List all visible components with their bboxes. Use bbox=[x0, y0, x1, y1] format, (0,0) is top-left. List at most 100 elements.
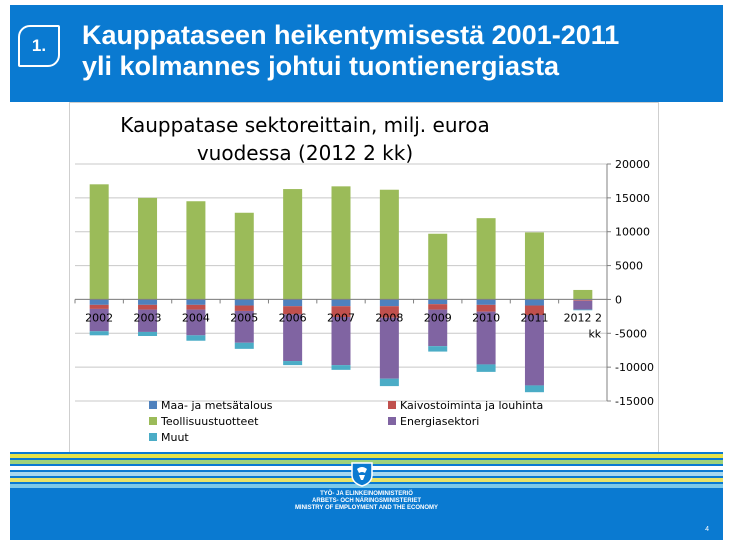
bar-segment bbox=[524, 315, 544, 386]
slide-title: Kauppataseen heikentymisestä 2001-2011 y… bbox=[82, 20, 619, 82]
legend-label: Energiasektori bbox=[400, 415, 479, 428]
bar-segment bbox=[476, 218, 496, 300]
slide-number-badge: 1. bbox=[18, 25, 60, 67]
chart-plot: 20000 15000 10000 5000 0 -5000 -10000 -15000 200… bbox=[74, 158, 654, 444]
bar-segment bbox=[476, 364, 496, 372]
bar-segment bbox=[331, 299, 351, 307]
legend-label: Kaivostoiminta ja louhinta bbox=[400, 399, 543, 412]
y-tick-label: 0 bbox=[615, 293, 622, 306]
bar-segment bbox=[89, 304, 109, 309]
bar-segment bbox=[186, 299, 206, 305]
bar-segment bbox=[379, 317, 399, 379]
bar-segment bbox=[331, 306, 351, 318]
chart-title-line1: Kauppatase sektoreittain, milj. euroa bbox=[120, 113, 490, 137]
slide-footer: TYÖ- JA ELINKEINOMINISTERIÖ ARBETS- OCH … bbox=[10, 452, 723, 540]
slide-header: 1. Kauppataseen heikentymisestä 2001-201… bbox=[10, 5, 723, 102]
bar-segment bbox=[573, 309, 593, 311]
slide-title-line2: yli kolmannes johtui tuontienergiasta bbox=[82, 51, 560, 81]
bar-segment bbox=[428, 304, 448, 310]
footer-stripe bbox=[10, 454, 723, 458]
legend-label: Maa- ja metsätalous bbox=[161, 399, 273, 412]
chart-title-line2: vuodessa (2012 2 kk) bbox=[196, 141, 414, 165]
x-tick-label: 2002 bbox=[85, 311, 113, 324]
bar-segment bbox=[428, 299, 448, 305]
page-number: 4 bbox=[705, 526, 709, 533]
ministry-name: TYÖ- JA ELINKEINOMINISTERIÖ ARBETS- OCH … bbox=[10, 491, 723, 512]
bar-segment bbox=[331, 186, 351, 300]
bar-segment bbox=[186, 304, 206, 310]
x-tick-label: 2012 2 bbox=[564, 311, 603, 324]
ministry-name-en: MINISTRY OF EMPLOYMENT AND THE ECONOMY bbox=[294, 505, 439, 511]
bar-segment bbox=[573, 289, 593, 300]
bar-segment bbox=[234, 342, 254, 349]
x-tick-label: 2007 bbox=[327, 311, 355, 324]
bar-segment bbox=[379, 299, 399, 307]
y-tick-label: 5000 bbox=[615, 260, 643, 273]
legend-label: Teollisuustuotteet bbox=[160, 415, 259, 428]
bar-segment bbox=[573, 300, 593, 310]
bar-segment bbox=[573, 300, 593, 301]
legend-swatch bbox=[388, 417, 396, 425]
bar-segment bbox=[379, 378, 399, 387]
bar-segment bbox=[331, 317, 351, 366]
y-tick-label: -5000 bbox=[615, 327, 647, 340]
bar-segment bbox=[186, 335, 206, 341]
x-tick-label: 2006 bbox=[279, 311, 307, 324]
bar-segment bbox=[331, 365, 351, 370]
y-tick-label: 15000 bbox=[615, 192, 650, 205]
bar-segment bbox=[524, 305, 544, 316]
bar-segment bbox=[524, 299, 544, 306]
bar-segment bbox=[89, 299, 109, 305]
legend-swatch bbox=[149, 433, 157, 441]
x-tick-label: 2010 bbox=[472, 311, 500, 324]
x-tick-label: 2008 bbox=[375, 311, 403, 324]
x-tick-label: 2011 bbox=[520, 311, 548, 324]
bar-segment bbox=[283, 306, 303, 315]
footer-stripe bbox=[10, 460, 723, 464]
bar-segment bbox=[476, 304, 496, 312]
bar-segment bbox=[283, 189, 303, 300]
bar-segment bbox=[428, 346, 448, 352]
y-tick-label: 20000 bbox=[615, 158, 650, 171]
bar-segment bbox=[138, 331, 158, 336]
bar-segment bbox=[283, 361, 303, 366]
x-tick-label: 2009 bbox=[424, 311, 452, 324]
bar-segment bbox=[379, 189, 399, 300]
bar-segment bbox=[89, 184, 109, 300]
bar-segment bbox=[89, 331, 109, 336]
legend-swatch bbox=[149, 401, 157, 409]
bar-segment bbox=[476, 299, 496, 305]
bar-segment bbox=[524, 385, 544, 393]
legend-swatch bbox=[388, 401, 396, 409]
bar-segment bbox=[89, 308, 109, 332]
bar-segment bbox=[234, 310, 254, 343]
bar-segment bbox=[524, 232, 544, 300]
y-tick-label: 10000 bbox=[615, 226, 650, 239]
bar-segment bbox=[138, 197, 158, 300]
bar-segment bbox=[186, 201, 206, 300]
x-tick-label: 2005 bbox=[230, 311, 258, 324]
bar-segment bbox=[234, 299, 254, 306]
bar-segment bbox=[379, 306, 399, 318]
bar-segment bbox=[138, 304, 158, 310]
bar-segment bbox=[138, 299, 158, 305]
x-tick-label: 2004 bbox=[182, 311, 210, 324]
y-tick-label: -15000 bbox=[615, 395, 654, 408]
x-tick-label: kk bbox=[588, 327, 601, 340]
bar-segment bbox=[428, 309, 448, 347]
bar-segment bbox=[428, 233, 448, 300]
bar-segment bbox=[234, 212, 254, 300]
chart-container: Kauppatase sektoreittain, milj. euroa vu… bbox=[69, 102, 659, 459]
bar-segment bbox=[283, 314, 303, 362]
legend-swatch bbox=[149, 417, 157, 425]
bar-segment bbox=[283, 299, 303, 307]
footer-stripe bbox=[10, 484, 723, 488]
bar-segment bbox=[476, 311, 496, 365]
slide-title-line1: Kauppataseen heikentymisestä 2001-2011 bbox=[82, 20, 620, 50]
coat-of-arms-icon bbox=[351, 462, 373, 487]
bar-segment bbox=[138, 309, 158, 332]
chart-title: Kauppatase sektoreittain, milj. euroa vu… bbox=[70, 111, 540, 167]
y-tick-label: -10000 bbox=[615, 361, 654, 374]
legend-label: Muut bbox=[161, 431, 189, 444]
bar-segment bbox=[186, 309, 206, 336]
